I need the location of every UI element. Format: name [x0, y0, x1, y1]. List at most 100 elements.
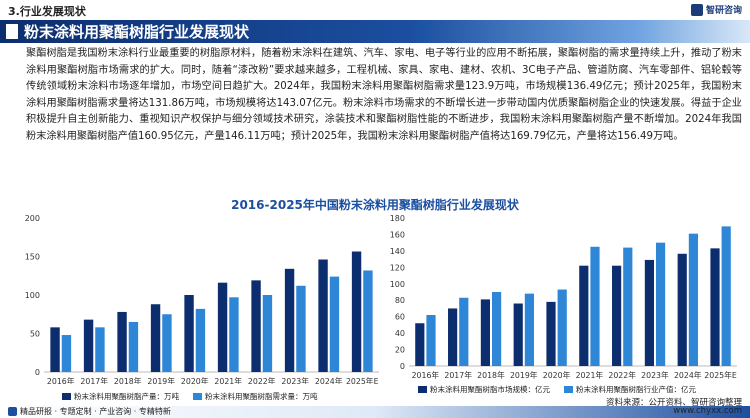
y-tick-label: 150: [25, 253, 40, 262]
y-tick-label: 0: [400, 362, 405, 371]
x-tick-label: 2023年: [641, 370, 669, 380]
page-title: 粉末涂料用聚酯树脂行业发展现状: [24, 23, 250, 41]
bar: [318, 259, 328, 372]
y-tick-label: 0: [35, 368, 40, 377]
y-tick-label: 140: [390, 247, 405, 256]
legend-item: 粉末涂料用聚酯树脂需求量：万吨: [193, 391, 318, 402]
x-tick-label: 2021年: [576, 370, 604, 380]
y-tick-label: 80: [395, 296, 405, 305]
brand-logo: 智研咨询: [690, 3, 742, 16]
legend-item: 粉末涂料用聚酯树脂行业产值：亿元: [564, 384, 696, 395]
bar: [195, 308, 206, 372]
x-tick-label: 2016年: [412, 370, 440, 380]
x-tick-label: 2024年: [674, 370, 702, 380]
bar: [262, 295, 273, 372]
bar: [50, 327, 60, 372]
y-tick-label: 20: [395, 346, 405, 355]
bar: [117, 311, 127, 372]
section-label: 3.行业发展现状: [8, 5, 86, 18]
bar: [656, 242, 666, 366]
legend-label: 粉末涂料用聚酯树脂产量：万吨: [74, 392, 179, 401]
footer-tagline: 精品研报 · 专题定制 · 产业咨询 · 专精特新: [8, 406, 171, 417]
bar: [590, 246, 600, 366]
bar: [579, 265, 589, 366]
x-tick-label: 2024年: [315, 376, 343, 384]
bar: [677, 253, 687, 366]
legend-swatch: [418, 386, 427, 393]
legend-swatch: [564, 386, 573, 393]
x-tick-label: 2017年: [80, 376, 108, 384]
banner-flag-icon: [6, 24, 18, 39]
footer-bar: [0, 406, 750, 418]
bar: [644, 259, 654, 366]
legend-label: 粉末涂料用聚酯树脂需求量：万吨: [205, 392, 318, 401]
banner-background: [0, 20, 750, 43]
y-tick-label: 60: [395, 313, 405, 322]
x-tick-label: 2019年: [510, 370, 538, 380]
bar: [480, 299, 490, 366]
bar: [448, 308, 458, 366]
bar: [492, 292, 502, 366]
y-tick-label: 200: [25, 214, 40, 223]
x-tick-label: 2020年: [543, 370, 571, 380]
chart-title: 2016-2025年中国粉末涂料用聚酯树脂行业发展现状: [231, 198, 519, 212]
brand-logo-icon: [690, 3, 703, 16]
bar: [217, 282, 228, 372]
bar: [95, 327, 105, 372]
bar: [721, 226, 731, 366]
y-tick-label: 160: [390, 230, 405, 239]
bar: [251, 280, 261, 372]
bar: [623, 247, 633, 366]
x-tick-label: 2019年: [147, 376, 175, 384]
legend-label: 粉末涂料用聚酯树脂行业产值：亿元: [576, 385, 696, 394]
x-tick-label: 2017年: [444, 370, 472, 380]
source-note: 资料来源：公开资料、智研咨询整理: [605, 398, 742, 408]
bar: [83, 319, 94, 372]
legend-item: 粉末涂料用聚酯树脂市场规模：亿元: [418, 384, 550, 395]
x-tick-label: 2020年: [181, 376, 209, 384]
legend-swatch: [193, 393, 202, 400]
body-paragraph: 聚酯树脂是我国粉末涂料行业最重要的树脂原材料，随着粉末涂料在建筑、汽车、家电、电…: [26, 48, 742, 142]
bar: [61, 335, 72, 372]
y-tick-label: 100: [390, 280, 405, 289]
x-tick-label: 2021年: [214, 376, 242, 384]
bar: [150, 304, 161, 372]
x-tick-label: 2023年: [281, 376, 309, 384]
x-tick-label: 2022年: [608, 370, 636, 380]
y-tick-label: 40: [395, 329, 405, 338]
y-tick-label: 180: [390, 214, 405, 223]
bar: [710, 248, 720, 366]
left-chart-legend: 粉末涂料用聚酯树脂产量：万吨 粉末涂料用聚酯树脂需求量：万吨: [62, 391, 318, 402]
market-value-chart: 0 20 40 60 80 100 120 140 160 180 2016年 2017年 2018年 2…: [390, 214, 737, 380]
footer-tagline-text: 精品研报 · 专题定制 · 产业咨询 · 专精特新: [20, 407, 171, 416]
bar: [513, 303, 523, 366]
x-tick-label: 2018年: [114, 376, 142, 384]
bar: [426, 315, 436, 366]
bar: [546, 301, 556, 366]
bar: [329, 276, 340, 372]
legend-label: 粉末涂料用聚酯树脂市场规模：亿元: [430, 385, 550, 394]
x-tick-label: 2022年: [248, 376, 276, 384]
bar: [688, 233, 698, 366]
title-banner: 粉末涂料用聚酯树脂行业发展现状: [0, 20, 750, 43]
bar: [296, 285, 306, 372]
bar: [229, 297, 239, 372]
bar: [524, 293, 534, 366]
tagline-icon: [8, 407, 17, 416]
x-tick-label: 2025年E: [704, 370, 737, 380]
bar: [184, 295, 194, 372]
y-tick-label: 50: [30, 330, 40, 339]
bar: [128, 321, 139, 372]
bar: [612, 265, 622, 366]
bar: [557, 289, 567, 366]
bar: [351, 251, 362, 372]
bar: [459, 297, 469, 366]
y-tick-label: 120: [390, 263, 405, 272]
x-tick-label: 2025年E: [346, 376, 379, 384]
x-tick-label: 2018年: [477, 370, 505, 380]
brand-logo-text: 智研咨询: [705, 6, 742, 16]
right-chart-legend: 粉末涂料用聚酯树脂市场规模：亿元 粉末涂料用聚酯树脂行业产值：亿元: [418, 384, 696, 395]
legend-item: 粉末涂料用聚酯树脂产量：万吨: [62, 391, 179, 402]
bar: [415, 323, 425, 366]
source-url[interactable]: www.chyxx.com: [673, 406, 742, 416]
